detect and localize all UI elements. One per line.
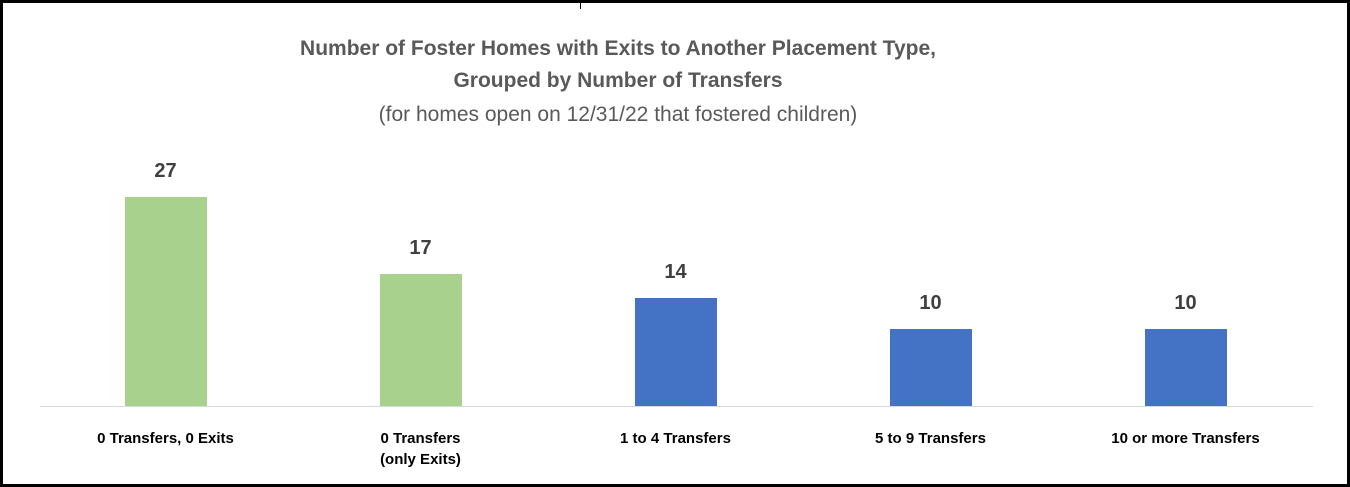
bar xyxy=(124,197,207,406)
frame-tick xyxy=(580,3,581,9)
x-axis-line xyxy=(40,406,1313,407)
x-tick-label: 5 to 9 Transfers xyxy=(875,430,986,447)
x-tick-label: 0 Transfers (only Exits) xyxy=(380,430,461,468)
x-tick-label: 10 or more Transfers xyxy=(1111,430,1260,447)
bar xyxy=(634,297,717,406)
chart-subtitle: (for homes open on 12/31/22 that fostere… xyxy=(378,103,858,126)
x-tick-label: 0 Transfers, 0 Exits xyxy=(97,430,234,447)
chart-title: Number of Foster Homes with Exits to Ano… xyxy=(300,37,936,92)
x-tick-label: 1 to 4 Transfers xyxy=(620,430,731,447)
data-label: 27 xyxy=(154,160,177,183)
bar xyxy=(379,274,462,406)
data-label: 10 xyxy=(919,291,942,314)
bar xyxy=(889,328,972,406)
data-label: 14 xyxy=(664,260,687,283)
data-label: 17 xyxy=(409,237,432,260)
bar xyxy=(1144,328,1227,406)
data-label: 10 xyxy=(1174,291,1197,314)
